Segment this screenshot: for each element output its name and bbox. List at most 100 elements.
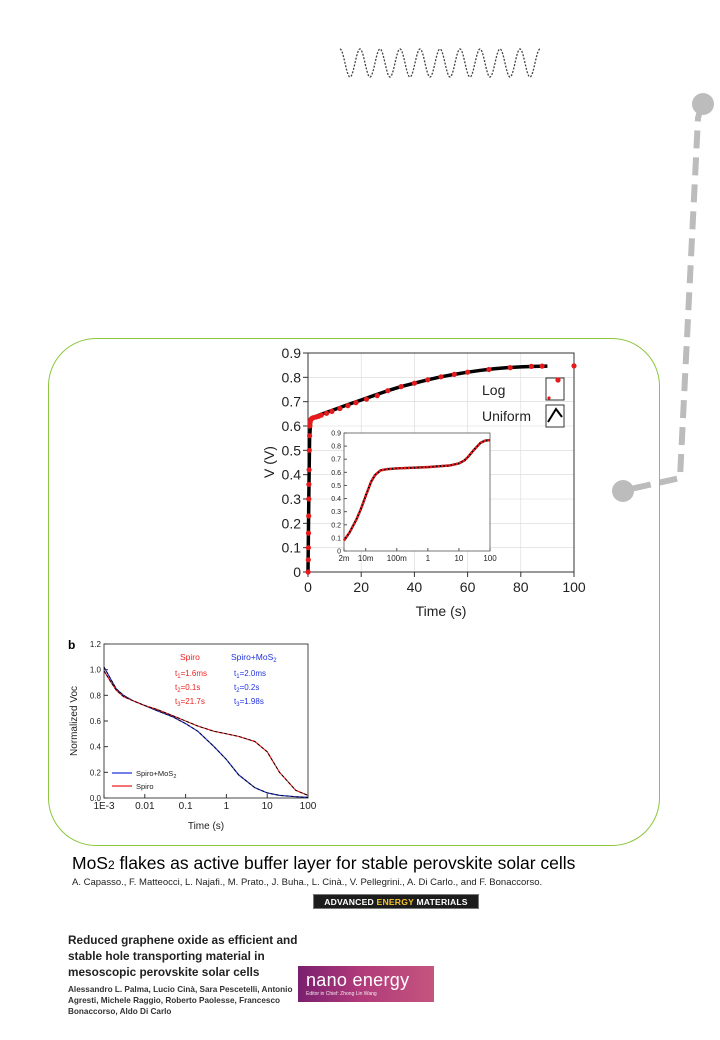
chart-b-y-tick-label: 0.8 [90,691,102,700]
fit-param-value: t2=0.2s [234,683,259,694]
sine-wave-icon [339,48,541,78]
chart-a-y-tick-label: 0.2 [282,515,302,531]
fit-params-header: Spiro+MoS2 [231,652,277,664]
series-log-point [385,388,391,394]
inset-x-tick-label: 2m [338,554,349,563]
series-log-point [307,423,313,429]
series-log-point [539,363,545,369]
paper-1-title: MoS2 flakes as active buffer layer for s… [72,853,576,873]
fit-param-subscript: 3 [236,702,240,708]
series-log-point [451,371,457,377]
legend-box-uniform [545,404,565,428]
chart-a-y-tick-label: 0.5 [282,442,302,458]
fit-param-rest: =21.7s [181,697,205,706]
series-log-point [305,557,311,563]
inset-y-tick-label: 0.8 [331,444,341,451]
series-log-point [306,447,312,453]
series-log-point [307,433,313,439]
chart-b-y-tick-label: 0.2 [90,768,102,777]
legend-marker-log-2 [547,396,551,400]
fit-param-subscript: 1 [236,674,240,680]
series-log-point [363,396,370,402]
nano-energy-logo: nano energy Editor in Chief: Zhong Lin W… [298,966,434,1002]
inset-x-tick-label: 100m [387,554,407,563]
fit-param-symbol: t [234,683,237,692]
fit-param-rest: =2.0ms [240,669,266,678]
series-log-point [329,408,335,414]
series-log-point [411,380,417,386]
fit-spiro-mos2-line [103,666,309,798]
paper-1-authors: A. Capasso., F. Matteocci, L. Najafi., M… [72,877,543,888]
chart-a-y-tick-label: 0.3 [282,491,302,507]
chart-a-y-tick-label: 0 [293,564,301,580]
chart-b-x-tick-label: 1E-3 [93,801,115,812]
legend-marker-uniform [547,407,563,423]
fit-param-symbol: t [175,697,178,706]
inset-y-tick-label: 0 [337,549,341,556]
series-log-point [306,481,312,487]
series-spiro-mos2-line [103,666,309,798]
chart-b-y-tick-label: 0.0 [90,794,102,803]
inset-log-line [342,438,491,542]
series-log-point [324,410,330,416]
nano-energy-editor: Editor in Chief: Zhong Lin Wang [306,991,377,997]
fit-params-header-sub: 2 [273,658,277,664]
inset-y-tick-label: 0.3 [331,509,341,516]
series-log-point [507,365,513,371]
series-log-point [305,530,312,536]
series-log-point [438,374,444,380]
inset-x-tick-label: 100 [483,554,497,563]
fit-param-subscript: 2 [236,688,240,694]
fit-param-symbol: t [175,683,178,692]
chart-b-x-axis-label: Time (s) [188,821,224,832]
chart-a-x-tick-label: 80 [513,579,529,595]
series-log-point [318,412,324,418]
legend-label-sub: 2 [173,774,176,780]
series-log-point [571,363,577,369]
paper-2-authors: Alessandro L. Palma, Lucio Cinà, Sara Pe… [68,985,293,1016]
fit-param-symbol: t [234,669,237,678]
chart-b-y-tick-label: 0.6 [90,717,102,726]
voltage-time-chart: 0 20 40 60 80 10000.10.20.30.40.50.60.70.80.9… [261,345,586,619]
chart-a-x-tick-label: 60 [460,579,476,595]
chart-a-y-axis-label: V (V) [261,446,277,478]
fit-param-rest: =0.1s [181,683,201,692]
fit-param-rest: =1.6ms [181,669,207,678]
series-log-point [374,393,380,399]
series-log-point [337,405,343,412]
panel-label-b: b [68,638,75,652]
chart-a-x-tick-label: 20 [353,579,369,595]
figure-frame [48,338,660,846]
legend-label-spiro-mos2: Spiro+MoS2 [136,769,176,780]
chart-b-x-tick-label: 0.1 [179,801,193,812]
connector-end-dot-bottom [612,480,634,502]
legend-label-uniform: Uniform [482,408,531,424]
connector-end-dot-top [692,93,714,115]
inset-y-tick-label: 0.9 [331,431,341,438]
chart-b-x-tick-label: 10 [262,801,274,812]
fit-param-subscript: 2 [177,688,181,694]
fit-param-subscript: 1 [177,674,181,680]
fit-param-rest: =0.2s [240,683,260,692]
chart-a-y-tick-label: 0.1 [282,540,302,556]
fit-param-value: t1=1.6ms [175,669,207,680]
chart-b-plot-frame [103,643,309,799]
fit-param-value: t2=0.1s [175,683,200,694]
inset-x-tick-label: 1 [426,554,431,563]
inset-y-tick-label: 0.5 [331,483,341,490]
normalized-voc-chart: b 1E-3 0.01 0.1 1 10 100 0.0 0.2 0.4 0.6 0.8 1.0 1.2… [68,638,317,832]
series-log-point [305,545,311,551]
paper-2-title: Reduced graphene oxide as efficient and … [68,933,298,979]
inset-y-tick-label: 0.6 [331,470,341,477]
chart-b-y-tick-label: 1.0 [90,666,102,675]
inset-x-tick-label: 10m [358,554,374,563]
chart-b-x-tick-label: 100 [300,801,317,812]
chart-a-x-axis-label: Time (s) [416,603,467,619]
series-log-point [398,384,404,390]
fit-spiro-line [103,670,309,796]
series-log-point [528,363,534,369]
fit-param-rest: =1.98s [240,697,264,706]
chart-a-y-tick-label: 0.8 [282,369,302,385]
advanced-energy-materials-logo: ADVANCED ENERGY MATERIALS [313,894,479,909]
